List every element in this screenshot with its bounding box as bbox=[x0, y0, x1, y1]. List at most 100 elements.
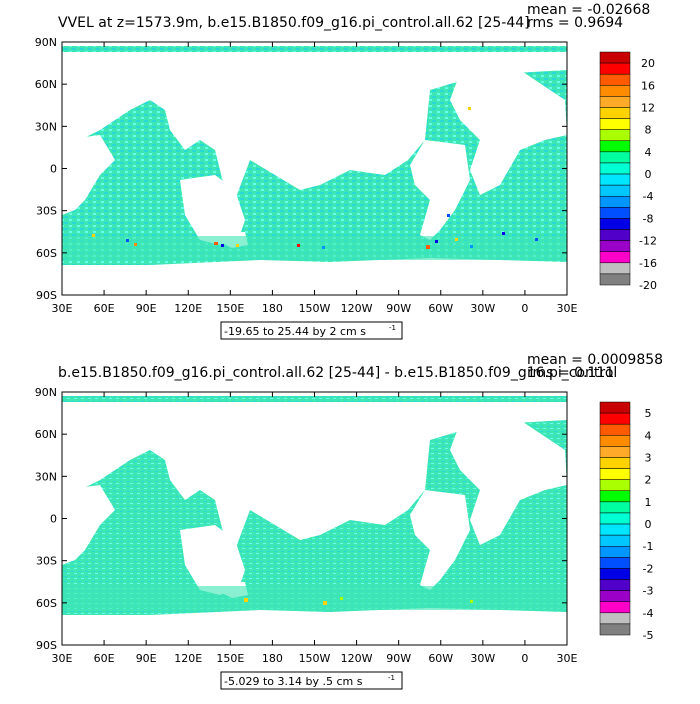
colorbar-label: 0 bbox=[645, 518, 652, 531]
colorbar-label: -16 bbox=[639, 257, 657, 270]
colorbar-swatch bbox=[599, 129, 631, 142]
colorbar-label: 20 bbox=[641, 57, 655, 70]
lon-label: 60E bbox=[94, 652, 115, 665]
colorbar-swatch bbox=[599, 85, 631, 97]
lon-label: 120E bbox=[174, 652, 202, 665]
colorbar-swatch bbox=[599, 229, 631, 241]
colorbar-swatch bbox=[599, 162, 631, 175]
anomaly-points bbox=[92, 107, 538, 249]
colorbar-swatch bbox=[599, 184, 631, 197]
lon-label: 30W bbox=[470, 652, 495, 665]
colorbar-swatch bbox=[599, 601, 631, 614]
lon-label: 120W bbox=[341, 652, 373, 665]
range-box: -5.029 to 3.14 by .5 cm s -1 bbox=[220, 671, 403, 690]
colorbar-label: -4 bbox=[643, 190, 654, 203]
lon-label: 90W bbox=[386, 302, 411, 315]
lat-label: 30S bbox=[36, 555, 57, 568]
colorbar-swatch bbox=[599, 96, 631, 108]
lat-label: 30N bbox=[35, 470, 57, 483]
panel-bottom: b.e15.B1850.f09_g16.pi_control.all.62 [2… bbox=[35, 352, 663, 690]
colorbar-swatch bbox=[599, 623, 631, 636]
range-unit-exponent: -1 bbox=[389, 324, 396, 332]
lon-label: 30W bbox=[470, 302, 495, 315]
colorbar-swatch bbox=[599, 545, 631, 558]
colorbar-swatch bbox=[599, 251, 631, 264]
colorbar-swatch bbox=[599, 568, 631, 580]
lon-label: 60E bbox=[94, 302, 115, 315]
colorbar-label: 2 bbox=[645, 474, 652, 487]
lon-label: 90E bbox=[136, 652, 157, 665]
range-label: -19.65 to 25.44 by 2 cm s bbox=[224, 325, 366, 338]
colorbar-swatch bbox=[599, 579, 631, 591]
colorbar-swatch bbox=[599, 262, 631, 275]
range-label: -5.029 to 3.14 by .5 cm s bbox=[224, 675, 363, 688]
colorbar-label: -2 bbox=[643, 562, 654, 575]
lon-label: 30E bbox=[557, 652, 578, 665]
mean-label: mean = -0.02668 bbox=[527, 2, 650, 18]
colorbar-swatch bbox=[599, 62, 631, 75]
colorbar-label: -5 bbox=[643, 629, 654, 642]
lon-label: 30E bbox=[52, 652, 73, 665]
colorbar-swatch bbox=[599, 195, 631, 208]
colorbar-swatch bbox=[599, 423, 631, 436]
range-unit-exponent: -1 bbox=[388, 674, 395, 682]
anomaly-points bbox=[244, 597, 473, 605]
lon-label: 90W bbox=[386, 652, 411, 665]
colorbar-label: -1 bbox=[643, 540, 654, 553]
lat-label: 60N bbox=[35, 78, 57, 91]
colorbar: 20 16 12 8 4 0 -4 -8 -12 -16 -20 bbox=[599, 51, 657, 292]
lat-label: 30S bbox=[36, 205, 57, 218]
colorbar-swatch bbox=[599, 557, 631, 569]
colorbar-swatch bbox=[599, 412, 631, 425]
lon-label: 150W bbox=[299, 302, 331, 315]
lon-label: 150E bbox=[216, 302, 244, 315]
lon-label: 120E bbox=[174, 302, 202, 315]
lat-label: 90N bbox=[35, 386, 57, 399]
colorbar-swatch bbox=[599, 51, 631, 64]
colorbar-swatch bbox=[599, 468, 631, 480]
colorbar-swatch bbox=[599, 140, 631, 153]
colorbar-label: 4 bbox=[645, 146, 652, 159]
lat-label: 90S bbox=[36, 639, 57, 652]
colorbar-label: 8 bbox=[645, 124, 652, 137]
lon-label: 0 bbox=[521, 302, 528, 315]
lon-label: 90E bbox=[136, 302, 157, 315]
colorbar-label: 16 bbox=[641, 79, 655, 92]
lon-label: 0 bbox=[521, 652, 528, 665]
map-area bbox=[61, 391, 568, 646]
lat-label: 90S bbox=[36, 289, 57, 302]
lat-label: 0 bbox=[50, 513, 57, 526]
colorbar-label: -12 bbox=[639, 235, 657, 248]
colorbar-swatch bbox=[599, 173, 631, 186]
rms-label: rms = 0.9694 bbox=[527, 15, 623, 31]
coastal-band bbox=[62, 586, 567, 610]
lon-label: 30E bbox=[52, 302, 73, 315]
lat-label: 60N bbox=[35, 428, 57, 441]
colorbar-swatch bbox=[599, 457, 631, 469]
colorbar-swatch bbox=[599, 435, 631, 447]
colorbar-label: -4 bbox=[643, 607, 654, 620]
colorbar-swatch bbox=[599, 512, 631, 525]
colorbar-swatch bbox=[599, 118, 631, 130]
lon-label: 150W bbox=[299, 652, 331, 665]
colorbar-swatch bbox=[599, 73, 631, 86]
colorbar-label: -8 bbox=[643, 212, 654, 225]
lat-label: 60S bbox=[36, 247, 57, 260]
lat-label: 60S bbox=[36, 597, 57, 610]
lat-label: 30N bbox=[35, 120, 57, 133]
colorbar-swatch bbox=[599, 612, 631, 625]
colorbar-label: -3 bbox=[643, 585, 654, 598]
lon-label: 180 bbox=[262, 302, 283, 315]
lat-label: 0 bbox=[50, 163, 57, 176]
colorbar-swatch bbox=[599, 446, 631, 458]
colorbar-swatch bbox=[599, 534, 631, 547]
lon-label: 150E bbox=[216, 652, 244, 665]
colorbar-label: 1 bbox=[645, 496, 652, 509]
colorbar-swatch bbox=[599, 240, 631, 252]
colorbar-swatch bbox=[599, 501, 631, 514]
colorbar-swatch bbox=[599, 107, 631, 119]
coastal-band bbox=[62, 236, 567, 260]
